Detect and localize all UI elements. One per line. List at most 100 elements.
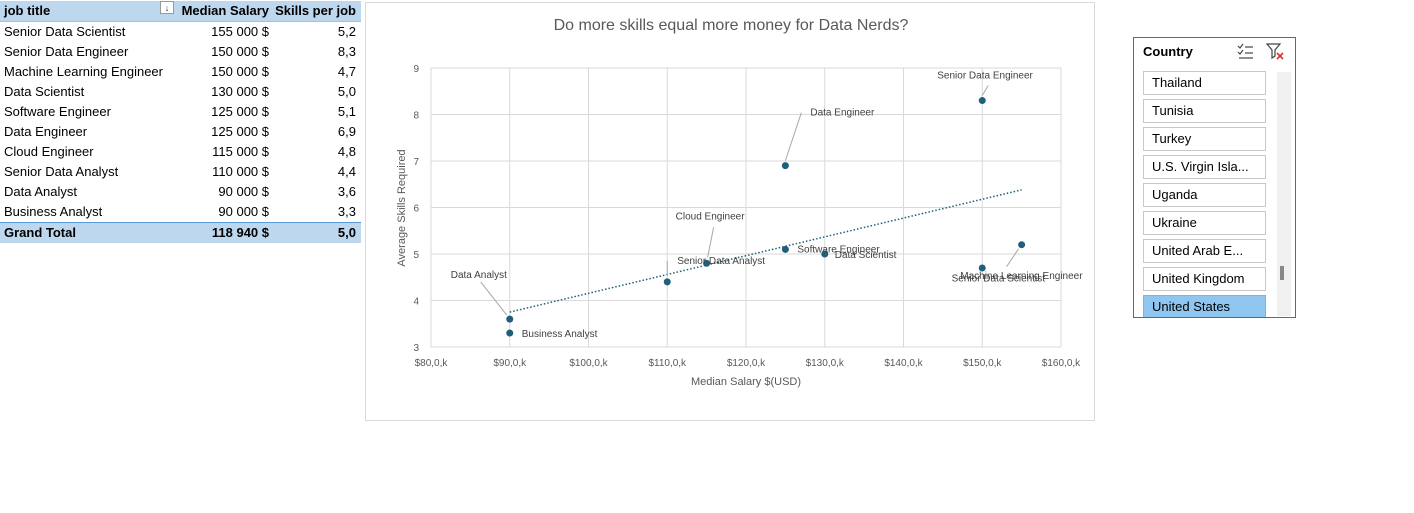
total-median-salary: 118 940 $: [211, 225, 269, 240]
label-leader-line: [981, 85, 989, 96]
pivot-row[interactable]: Business Analyst 90 000 $ 3,3: [0, 202, 361, 222]
y-tick-label: 8: [413, 111, 419, 122]
pivot-row[interactable]: Senior Data Analyst 110 000 $ 4,4: [0, 162, 361, 182]
grid-lines: [430, 67, 1062, 348]
row-median-salary: 155 000 $: [211, 24, 269, 39]
header-median-salary[interactable]: Median Salary: [181, 3, 269, 18]
label-leader-line: [480, 281, 508, 316]
row-median-salary: 115 000 $: [212, 144, 269, 159]
slicer-item[interactable]: Ukraine: [1143, 211, 1266, 235]
total-skills-per-job: 5,0: [337, 225, 356, 240]
slicer-item[interactable]: Uganda: [1143, 183, 1266, 207]
row-skills-per-job: 4,4: [337, 164, 356, 179]
x-tick-label: $130,0,k: [806, 358, 845, 369]
row-job-title: Senior Data Analyst: [4, 164, 119, 179]
pivot-header-row: job title ↓ Median Salary Skills per job: [0, 1, 361, 22]
pivot-row[interactable]: Data Scientist 130 000 $ 5,0: [0, 82, 361, 102]
row-job-title: Senior Data Scientist: [4, 24, 126, 39]
data-label: Cloud Engineer: [676, 211, 746, 222]
header-job-title[interactable]: job title: [4, 3, 51, 18]
x-tick-label: $140,0,k: [884, 358, 923, 369]
row-skills-per-job: 5,2: [337, 24, 356, 39]
data-point[interactable]: [703, 259, 711, 267]
row-job-title: Senior Data Engineer: [4, 44, 129, 59]
pivot-row[interactable]: Software Engineer 125 000 $ 5,1: [0, 102, 361, 122]
label-leader-line: [1006, 248, 1020, 267]
row-job-title: Machine Learning Engineer: [4, 64, 163, 79]
pivot-body: Senior Data Scientist 155 000 $5,2 Senior …: [0, 22, 361, 222]
data-point[interactable]: [1018, 241, 1026, 249]
pivot-row[interactable]: Senior Data Scientist 155 000 $ 5,2: [0, 22, 361, 42]
x-tick-labels: $80,0,k $90,0,k $100,0,k $110,0,k $120,0,k $1…: [415, 358, 1082, 369]
slicer-scrollbar-thumb[interactable]: [1280, 266, 1284, 280]
slicer-item[interactable]: United States: [1143, 295, 1266, 317]
slicer-item[interactable]: Thailand: [1143, 71, 1266, 95]
slicer-scrollbar[interactable]: [1277, 72, 1291, 316]
y-tick-label: 3: [413, 343, 419, 354]
label-leaders: [480, 85, 1020, 316]
row-job-title: Cloud Engineer: [4, 144, 94, 159]
data-label: Senior Data Engineer: [937, 71, 1033, 82]
data-points: [506, 97, 1026, 337]
row-skills-per-job: 6,9: [337, 124, 356, 139]
data-point[interactable]: [506, 329, 514, 337]
data-point[interactable]: [781, 245, 789, 253]
row-skills-per-job: 5,1: [337, 104, 356, 119]
data-label: Data Engineer: [810, 108, 875, 119]
row-median-salary: 125 000 $: [211, 124, 269, 139]
data-point[interactable]: [978, 97, 986, 105]
label-leader-line: [784, 112, 802, 161]
row-median-salary: 150 000 $: [211, 64, 269, 79]
multi-select-icon[interactable]: [1235, 41, 1255, 61]
data-point[interactable]: [506, 315, 514, 323]
data-point[interactable]: [781, 162, 789, 170]
x-tick-label: $100,0,k: [569, 358, 608, 369]
row-median-salary: 90 000 $: [218, 204, 269, 219]
pivot-row[interactable]: Cloud Engineer 115 000 $ 4,8: [0, 142, 361, 162]
row-skills-per-job: 5,0: [337, 84, 356, 99]
row-median-salary: 125 000 $: [211, 104, 269, 119]
row-median-salary: 150 000 $: [211, 44, 269, 59]
data-point[interactable]: [663, 278, 671, 286]
slicer-item[interactable]: Tunisia: [1143, 99, 1266, 123]
x-tick-label: $110,0,k: [648, 358, 687, 369]
slicer-item[interactable]: U.S. Virgin Isla...: [1143, 155, 1266, 179]
data-label: Software Engineer: [797, 244, 880, 255]
data-label: Machine Learning Engineer: [960, 271, 1083, 282]
row-skills-per-job: 3,3: [337, 204, 356, 219]
clear-filter-icon[interactable]: [1265, 41, 1285, 61]
row-skills-per-job: 3,6: [337, 184, 356, 199]
trendline: [509, 189, 1022, 313]
pivot-row[interactable]: Machine Learning Engineer 150 000 $ 4,7: [0, 62, 361, 82]
scatter-chart[interactable]: Do more skills equal more money for Data…: [365, 2, 1095, 421]
y-tick-label: 7: [413, 157, 419, 168]
chart-title: Do more skills equal more money for Data…: [554, 17, 909, 34]
row-skills-per-job: 8,3: [337, 44, 356, 59]
y-tick-label: 4: [413, 297, 419, 308]
country-slicer[interactable]: Country Thailand Tunisia Turkey U.S. Virgin…: [1133, 37, 1296, 318]
header-skills-per-job[interactable]: Skills per job: [275, 3, 356, 18]
data-point[interactable]: [978, 264, 986, 272]
row-skills-per-job: 4,8: [337, 144, 356, 159]
slicer-item[interactable]: United Arab E...: [1143, 239, 1266, 263]
pivot-row[interactable]: Data Engineer 125 000 $ 6,9: [0, 122, 361, 142]
row-median-salary: 110 000 $: [212, 164, 269, 179]
slicer-item[interactable]: Turkey: [1143, 127, 1266, 151]
x-axis-title: Median Salary $(USD): [691, 376, 801, 388]
grand-total-row[interactable]: Grand Total 118 940 $ 5,0: [0, 222, 361, 243]
row-job-title: Data Scientist: [4, 84, 85, 99]
y-tick-label: 9: [413, 64, 419, 75]
data-labels: Senior Data Scientist Senior Data Enginee…: [451, 71, 1083, 340]
data-label: Data Scientist: [835, 250, 897, 261]
y-tick-label: 5: [413, 250, 419, 261]
pivot-row[interactable]: Senior Data Engineer 150 000 $ 8,3: [0, 42, 361, 62]
sort-filter-dropdown-icon[interactable]: ↓: [160, 1, 174, 14]
data-point[interactable]: [821, 250, 829, 258]
slicer-title: Country: [1143, 44, 1193, 59]
x-tick-label: $120,0,k: [727, 358, 766, 369]
row-median-salary: 90 000 $: [218, 184, 269, 199]
pivot-row[interactable]: Data Analyst 90 000 $ 3,6: [0, 182, 361, 202]
data-label: Data Analyst: [451, 270, 507, 281]
row-job-title: Data Analyst: [4, 184, 77, 199]
slicer-item[interactable]: United Kingdom: [1143, 267, 1266, 291]
